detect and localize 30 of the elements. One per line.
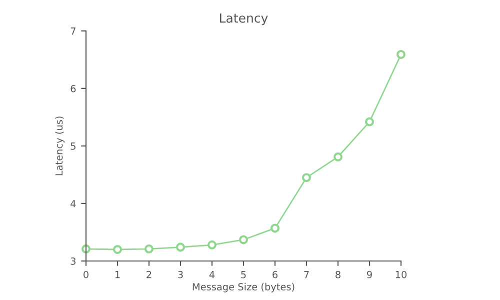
- point: [144, 244, 154, 254]
- point: [302, 173, 312, 182]
- point: [81, 244, 91, 254]
- point: [333, 152, 343, 162]
- x-tick-label: 2: [146, 270, 152, 278]
- x-tick-label: 5: [241, 271, 246, 278]
- x-axis-title: Message Size (bytes): [192, 282, 294, 292]
- y-axis-title: Latency (us): [55, 116, 65, 176]
- x-tick-label: 8: [336, 270, 340, 278]
- x-tick-label: 7: [304, 271, 309, 278]
- point: [238, 235, 248, 244]
- y-tick-label: 6: [70, 84, 76, 92]
- y-tick-label: 4: [70, 200, 76, 208]
- chart-title: Latency: [220, 13, 268, 26]
- point: [364, 117, 374, 126]
- y-tick-label: 3: [70, 257, 76, 265]
- y-tick-label: 5: [70, 142, 76, 150]
- x-tick-label: 1: [115, 271, 120, 278]
- y-tick-label: 7: [70, 28, 76, 35]
- point: [207, 240, 217, 250]
- x-tick-label: 4: [209, 271, 215, 278]
- point: [176, 242, 186, 252]
- x-tick-label: 3: [178, 270, 183, 278]
- x-tick-label: 10: [396, 270, 407, 278]
- x-tick-label: 0: [84, 270, 88, 278]
- x-tick-label: 9: [367, 270, 372, 278]
- point: [112, 244, 122, 254]
- point: [396, 50, 406, 60]
- x-tick-label: 6: [272, 270, 278, 278]
- point: [270, 224, 280, 233]
